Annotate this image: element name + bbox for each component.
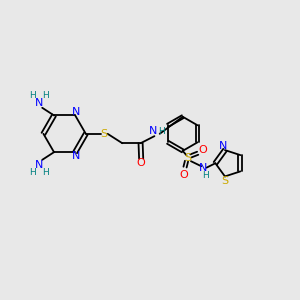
Text: O: O [179, 170, 188, 180]
Text: O: O [198, 145, 207, 155]
Text: N: N [218, 141, 227, 151]
Text: N: N [149, 126, 158, 136]
Text: H: H [29, 91, 36, 100]
Text: H: H [202, 170, 209, 179]
Text: S: S [221, 176, 228, 185]
Text: S: S [100, 129, 108, 139]
Text: N: N [72, 107, 80, 117]
Text: O: O [137, 158, 146, 168]
Text: H: H [158, 127, 165, 136]
Text: N: N [34, 160, 43, 170]
Text: H: H [29, 168, 36, 177]
Text: N: N [72, 151, 80, 161]
Text: N: N [34, 98, 43, 108]
Text: H: H [42, 168, 49, 177]
Text: S: S [184, 153, 191, 163]
Text: H: H [42, 91, 49, 100]
Text: N: N [199, 163, 207, 173]
